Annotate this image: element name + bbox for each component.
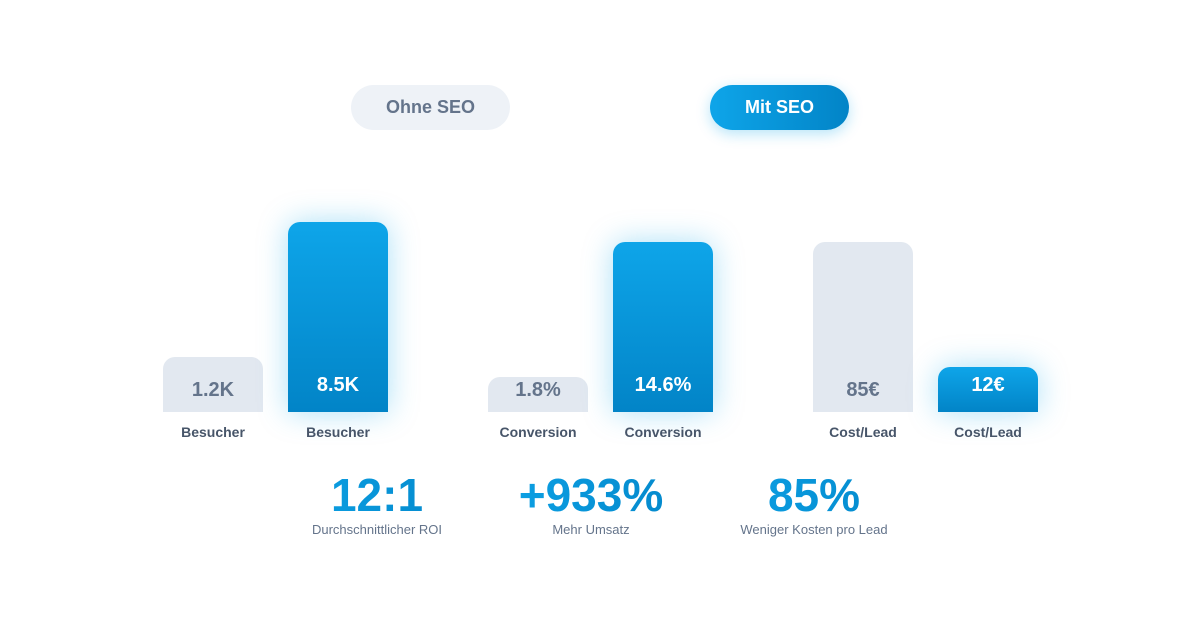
stat-label: Weniger Kosten pro Lead: [740, 522, 888, 537]
bar-value-label: 1.2K: [191, 379, 235, 401]
category-label: Conversion: [624, 424, 702, 440]
legend-mit-seo[interactable]: Mit SEO: [710, 85, 849, 130]
bar-value-label: 12€: [971, 374, 1005, 396]
stat-label: Durchschnittlicher ROI: [311, 522, 443, 537]
bar-value-label: 8.5K: [316, 374, 360, 396]
bar-mit-seo: 14.6%: [613, 242, 713, 412]
bar-value-label: 1.8%: [515, 379, 561, 401]
stat-kosten: 85% Weniger Kosten pro Lead: [694, 470, 934, 537]
bar-mit-seo: 8.5K: [288, 222, 388, 412]
category-label: Cost/Lead: [954, 424, 1022, 440]
bar-ohne-seo: 1.2K: [163, 357, 263, 412]
bar-ohne-seo: 85€: [813, 242, 913, 412]
category-label: Cost/Lead: [829, 424, 897, 440]
bar-ohne-seo: 1.8%: [488, 377, 588, 412]
stat-value: +933%: [471, 470, 711, 520]
bar-value-label: 85€: [846, 379, 880, 401]
stat-roi: 12:1 Durchschnittlicher ROI: [257, 470, 497, 537]
bar-value-label: 14.6%: [634, 374, 692, 396]
stat-label: Mehr Umsatz: [552, 522, 630, 537]
category-label: Besucher: [181, 424, 245, 440]
stat-umsatz: +933% Mehr Umsatz: [471, 470, 711, 537]
bar-mit-seo: 12€: [938, 367, 1038, 412]
stat-value: 12:1: [257, 470, 497, 520]
category-label: Conversion: [499, 424, 577, 440]
stat-value: 85%: [694, 470, 934, 520]
legend-ohne-seo[interactable]: Ohne SEO: [351, 85, 510, 130]
category-label: Besucher: [306, 424, 370, 440]
